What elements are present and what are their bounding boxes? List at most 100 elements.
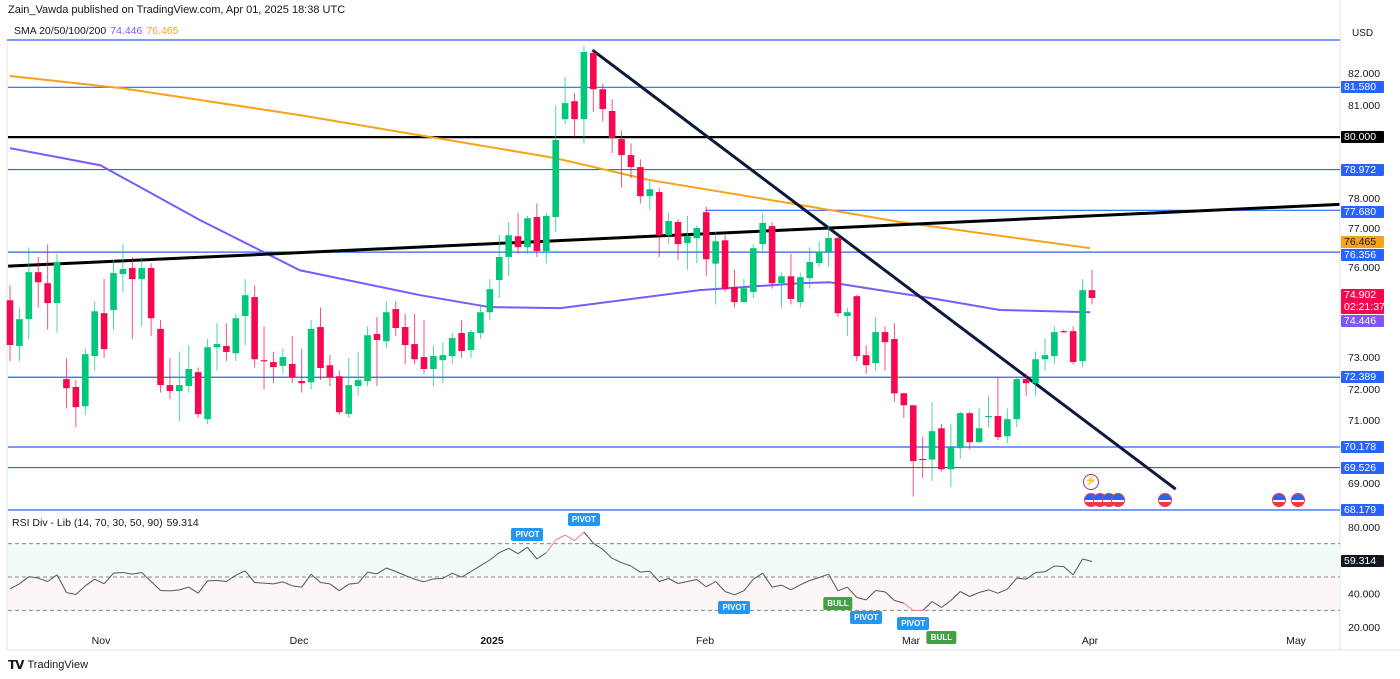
candle xyxy=(938,424,945,472)
bullish-candle-body xyxy=(580,51,588,120)
candle xyxy=(815,241,823,267)
us-flag-event-icon[interactable] xyxy=(1291,493,1305,507)
tradingview-logo[interactable]: 𝗧𝗩 TradingView xyxy=(8,658,88,672)
candle xyxy=(34,257,42,308)
bullish-candle-body xyxy=(279,357,287,366)
currency-label[interactable]: USD xyxy=(1352,28,1374,39)
bearish-candle-body xyxy=(420,357,428,369)
rsi-line-segment xyxy=(621,562,632,567)
bullish-candle-body xyxy=(778,276,785,284)
bullish-candle-body xyxy=(53,262,61,304)
candle xyxy=(693,225,701,264)
pivot-signal-badge: PIVOT xyxy=(511,528,544,542)
bearish-candle-body xyxy=(731,286,738,303)
bullish-candle-body xyxy=(383,312,390,342)
rsi-line-segment xyxy=(649,570,660,582)
rsi-line-segment xyxy=(292,585,302,588)
bearish-candle-body xyxy=(411,344,418,360)
rsi-line-segment xyxy=(527,547,538,560)
sma-legend[interactable]: SMA 20/50/100/200 74.446 76.465 xyxy=(14,25,179,37)
rsi-line-segment xyxy=(574,531,585,542)
falling-trendline xyxy=(591,48,1177,491)
price-tick: 69.000 xyxy=(1348,478,1381,491)
us-flag-event-icon[interactable] xyxy=(1111,493,1125,507)
rsi-legend[interactable]: RSI Div - Lib (14, 70, 30, 50, 90) 59.314 xyxy=(12,517,199,529)
price-tick: 77.000 xyxy=(1348,223,1381,236)
bearish-candle-body xyxy=(166,385,174,392)
bullish-candle-body xyxy=(947,447,955,470)
bullish-candle-body xyxy=(975,428,983,443)
sma100-value: 74.446 xyxy=(110,25,143,37)
bullish-candle-body xyxy=(542,216,550,252)
candle xyxy=(759,212,766,251)
time-tick-feb: Feb xyxy=(695,635,715,647)
rsi-line-segment xyxy=(84,578,95,587)
candle xyxy=(6,285,14,362)
candle xyxy=(270,351,277,384)
bearish-candle-body xyxy=(909,405,917,462)
bullish-candle-body xyxy=(448,338,456,357)
lightning-event-icon[interactable]: ⚡ xyxy=(1083,474,1099,490)
rsi-line-segment xyxy=(988,589,999,594)
candle xyxy=(505,222,512,276)
bearish-candle-body xyxy=(627,155,635,168)
rsi-line-segment xyxy=(56,574,67,593)
bullish-candle-body xyxy=(364,335,371,381)
rsi-line-segment xyxy=(442,572,453,579)
price-tick: 76.000 xyxy=(1348,262,1381,275)
us-flag-event-icon[interactable] xyxy=(1272,493,1286,507)
candle xyxy=(646,181,654,210)
candle xyxy=(1041,339,1049,371)
level-price-label: 70.178 xyxy=(1341,440,1384,453)
candle xyxy=(25,247,33,340)
price-tick: 81.000 xyxy=(1348,99,1381,112)
candle xyxy=(100,279,108,358)
candle xyxy=(53,253,61,333)
candle xyxy=(740,279,748,303)
bearish-candle-body xyxy=(72,386,80,408)
rsi-line-segment xyxy=(301,573,312,588)
candle xyxy=(524,216,531,254)
sma100-line xyxy=(9,147,1091,314)
candle xyxy=(439,342,447,384)
candle xyxy=(81,348,89,415)
candle xyxy=(345,357,353,418)
candle xyxy=(825,225,832,267)
bearish-candle-body xyxy=(533,216,541,252)
rsi-line-segment xyxy=(150,581,161,591)
rsi-line-segment xyxy=(687,579,697,582)
rsi-line-segment xyxy=(499,547,509,554)
bearish-candle-body xyxy=(1060,331,1068,333)
bar-countdown: 02:21:37 xyxy=(1344,301,1385,314)
bullish-candle-body xyxy=(1051,332,1058,357)
rsi-line-segment xyxy=(894,600,904,604)
pivot-signal-badge: PIVOT xyxy=(897,616,930,630)
bullish-candle-body xyxy=(928,431,936,460)
bullish-candle-body xyxy=(1079,290,1086,362)
candle xyxy=(298,348,305,393)
level-price-label: 69.526 xyxy=(1341,461,1384,474)
rsi-line-segment xyxy=(19,576,30,585)
bullish-candle-body xyxy=(872,332,879,364)
bullish-candle-body xyxy=(430,356,437,369)
rsi-line-segment xyxy=(244,570,256,583)
rsi-line-segment xyxy=(367,571,378,575)
candle xyxy=(1013,376,1021,428)
bearish-candle-body xyxy=(34,272,42,283)
rsi-line-segment xyxy=(555,534,566,541)
us-flag-event-icon[interactable] xyxy=(1158,493,1172,507)
bearish-candle-body xyxy=(834,238,842,314)
candle xyxy=(674,219,682,261)
rsi-line-segment xyxy=(1054,565,1064,568)
candle xyxy=(486,279,494,321)
publish-header: Zain_Vawda published on TradingView.com,… xyxy=(8,4,346,16)
rsi-line-segment xyxy=(677,581,688,584)
bullish-candle-body xyxy=(477,312,484,334)
rsi-line-segment xyxy=(724,591,735,596)
rsi-line-segment xyxy=(828,573,839,592)
rsi-line-segment xyxy=(122,572,133,575)
rsi-line-segment xyxy=(847,586,858,598)
time-tick-apr: Apr xyxy=(1081,635,1099,647)
bearish-candle-body xyxy=(6,300,14,346)
